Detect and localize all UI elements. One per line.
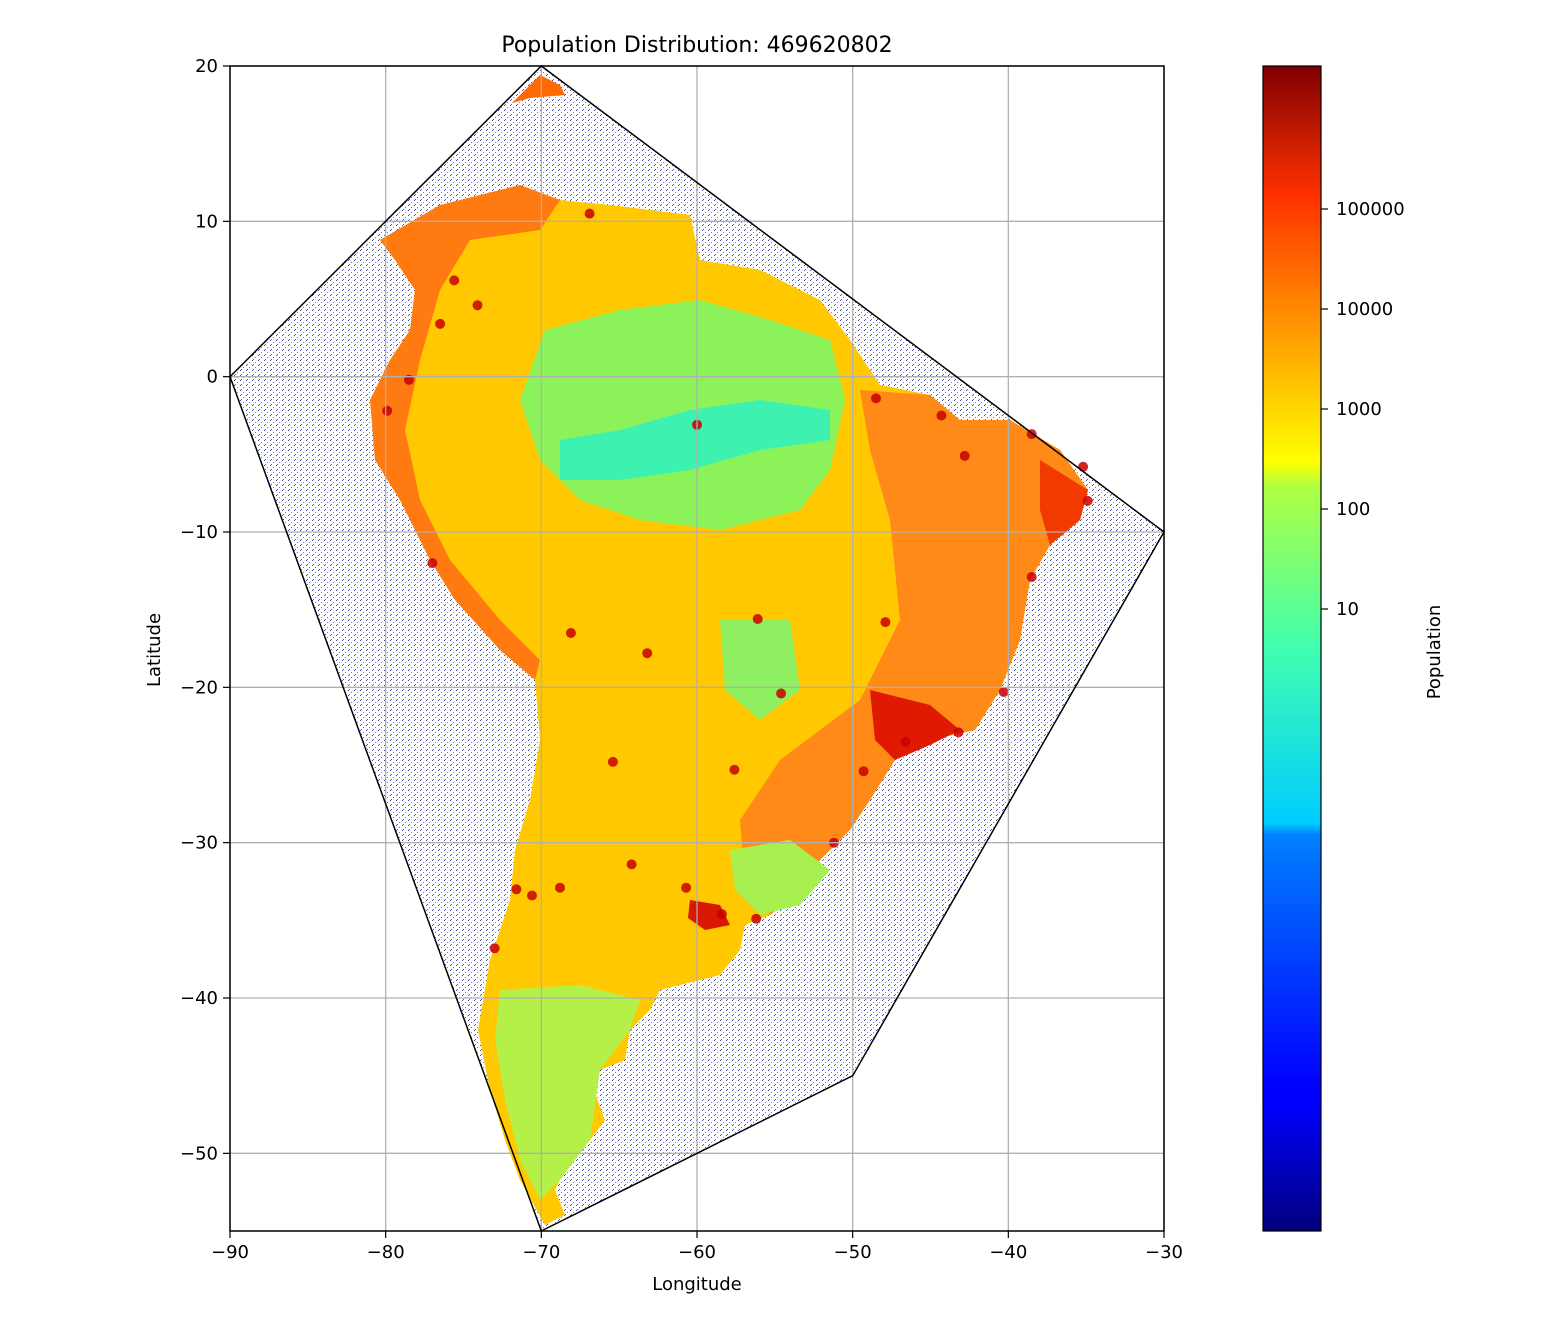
city-hotspot — [681, 882, 692, 893]
city-hotspot — [382, 405, 393, 416]
city-hotspot — [1078, 461, 1089, 472]
city-hotspot — [449, 275, 460, 286]
brazil-dense-east — [740, 390, 1088, 915]
continent-heatmap — [370, 75, 1093, 1225]
city-hotspot — [565, 628, 576, 638]
city-hotspot — [953, 727, 964, 738]
y-tick-label: 10 — [195, 211, 218, 232]
colorbar-label: Population — [1424, 605, 1445, 700]
x-tick-label: −30 — [1145, 1242, 1183, 1263]
coastal-dense-northwest — [370, 185, 560, 680]
y-tick-label: 20 — [195, 56, 218, 77]
city-hotspot — [716, 909, 727, 920]
amazon-river-sparse — [560, 400, 830, 480]
colorbar — [1262, 65, 1322, 1232]
city-hotspot — [555, 882, 565, 893]
city-hotspot — [427, 558, 438, 569]
city-hotspot — [511, 884, 522, 895]
x-tick-label: −40 — [989, 1242, 1027, 1263]
x-axis-label: Longitude — [652, 1274, 742, 1295]
city-hotspot — [527, 890, 537, 901]
chart-title: Population Distribution: 469620802 — [501, 33, 892, 58]
colorbar-tick-label: 10 — [1336, 599, 1359, 620]
colorbar-tick-label: 1000 — [1336, 399, 1382, 420]
y-tick-label: −10 — [180, 522, 218, 543]
city-hotspot — [776, 688, 787, 699]
x-tick-label: −60 — [678, 1242, 716, 1263]
y-tick-label: 0 — [207, 367, 218, 388]
city-hotspot — [959, 450, 970, 461]
patagonia-low — [495, 985, 640, 1200]
southeast-metro-very-high — [870, 690, 960, 760]
y-axis-label: Latitude — [144, 613, 165, 687]
colorbar-tick-label: 100 — [1336, 499, 1370, 520]
pampas-low — [730, 840, 830, 915]
city-hotspot — [858, 766, 869, 777]
city-hotspot — [751, 913, 762, 924]
y-tick-label: −40 — [180, 988, 218, 1009]
y-tick-label: −50 — [180, 1143, 218, 1164]
x-tick-label: −70 — [522, 1242, 560, 1263]
y-tick-label: −20 — [180, 677, 218, 698]
city-hotspot — [584, 208, 595, 219]
city-hotspot — [752, 614, 763, 624]
city-hotspot — [1026, 572, 1037, 582]
x-tick-label: −80 — [367, 1242, 405, 1263]
colorbar-ticks: 100000 10000 1000 100 10 — [1321, 199, 1405, 620]
x-axis-ticks: −90 −80 −70 −60 −50 −40 −30 — [211, 1231, 1183, 1263]
city-hotspot — [435, 318, 446, 329]
colorbar-tick-label: 100000 — [1336, 199, 1405, 220]
y-axis-ticks: 20 10 0 −10 −20 −30 −40 −50 — [180, 56, 230, 1164]
northeast-coast-very-high — [1040, 460, 1088, 545]
sampling-hull-outline — [229, 65, 1165, 1233]
buenos-aires-very-high — [688, 900, 730, 930]
city-hotspot — [871, 393, 881, 404]
city-hotspot — [1082, 495, 1093, 506]
colorbar-tick-label: 10000 — [1336, 299, 1393, 320]
city-hotspot — [472, 300, 483, 311]
city-hotspot — [642, 648, 653, 659]
city-hotspot — [489, 943, 500, 954]
city-hotspot — [607, 756, 618, 767]
city-hotspot — [729, 764, 740, 775]
caribbean-tip — [512, 75, 565, 103]
city-hotspot — [900, 736, 911, 747]
city-hotspot — [936, 410, 947, 421]
x-tick-label: −50 — [834, 1242, 872, 1263]
y-tick-label: −30 — [180, 833, 218, 854]
city-hotspot — [998, 687, 1009, 697]
grid-lines — [229, 65, 1165, 1231]
x-tick-label: −90 — [211, 1242, 249, 1263]
city-hotspot — [626, 859, 637, 870]
city-hotspot — [880, 617, 891, 628]
